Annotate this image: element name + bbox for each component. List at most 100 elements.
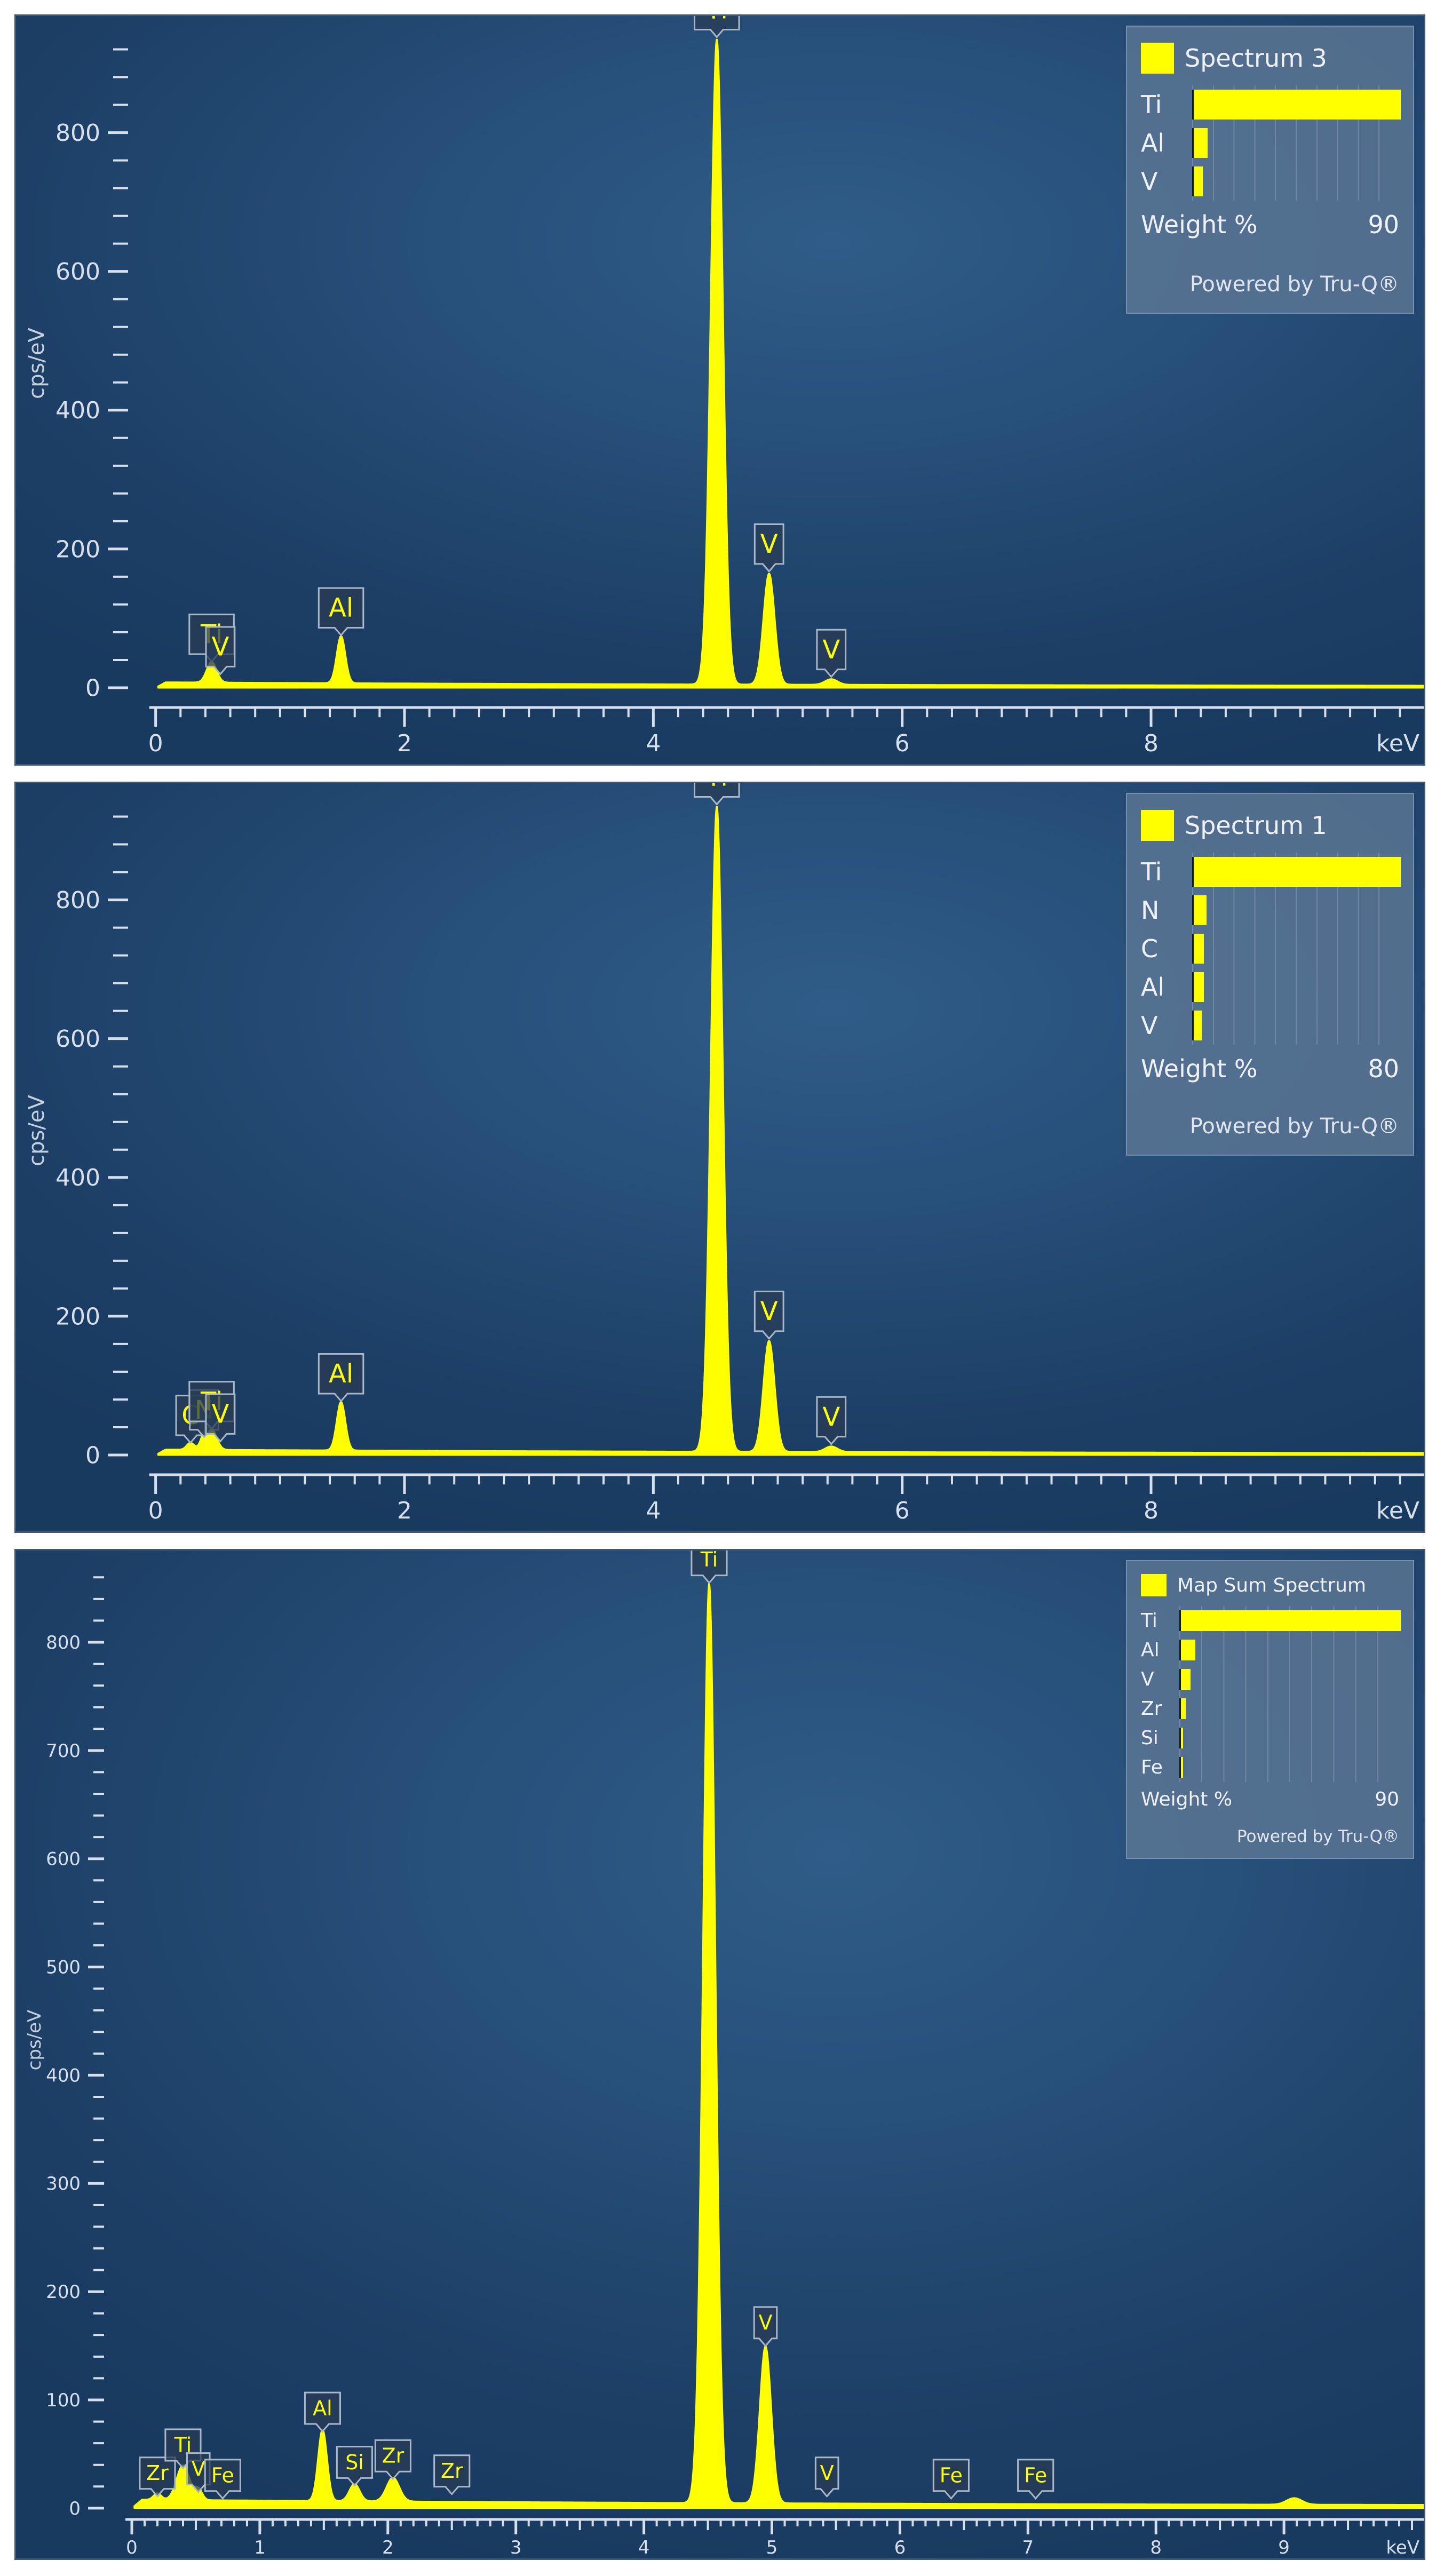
y-tick-label: 600 bbox=[46, 1849, 81, 1870]
y-tick-label: 0 bbox=[85, 1442, 100, 1469]
peak-label-text: Al bbox=[329, 1359, 353, 1389]
legend-powered-by: Powered by Tru-Q® bbox=[1189, 272, 1399, 297]
y-tick-label: 400 bbox=[55, 397, 100, 424]
legend-bar-track bbox=[1179, 1610, 1401, 1631]
x-tick-label: 6 bbox=[895, 1497, 910, 1524]
y-tick-label: 400 bbox=[46, 2065, 81, 2086]
legend-element-label: V bbox=[1141, 167, 1158, 196]
legend-axis-max: 80 bbox=[1368, 1054, 1399, 1083]
y-tick-label: 300 bbox=[46, 2173, 81, 2195]
peak-label[interactable]: Ti bbox=[691, 1551, 728, 1584]
legend-bar bbox=[1194, 857, 1401, 887]
peak-label-box bbox=[204, 2459, 241, 2500]
peak-label[interactable]: Fe bbox=[204, 2459, 241, 2500]
peak-label-box bbox=[433, 2454, 471, 2495]
legend-row: Ti bbox=[1141, 1610, 1401, 1632]
peak-label-box bbox=[753, 2306, 778, 2348]
peak-label[interactable]: Al bbox=[318, 1353, 364, 1403]
peak-label-text: Ti bbox=[705, 783, 728, 792]
legend-bar bbox=[1194, 128, 1208, 158]
legend-bar-track bbox=[1192, 90, 1401, 120]
y-tick-label: 400 bbox=[55, 1164, 100, 1191]
x-tick-label: 2 bbox=[397, 1497, 412, 1524]
legend-bar-track bbox=[1179, 1698, 1401, 1719]
legend-bar bbox=[1194, 166, 1203, 196]
peak-label[interactable]: Si bbox=[336, 2446, 373, 2487]
peak-label-box bbox=[814, 2456, 839, 2498]
legend-bar bbox=[1194, 895, 1207, 925]
y-tick-label: 500 bbox=[46, 1957, 81, 1978]
peak-label[interactable]: Zr bbox=[433, 2454, 471, 2495]
x-tick-label: 8 bbox=[1144, 730, 1159, 757]
x-tick-label: 8 bbox=[1144, 1497, 1159, 1524]
peak-label[interactable]: V bbox=[814, 2456, 839, 2498]
peak-label[interactable]: V bbox=[186, 2452, 211, 2493]
peak-label-text: Zr bbox=[146, 2461, 169, 2485]
x-tick-label: 3 bbox=[510, 2537, 522, 2558]
legend-row: V bbox=[1141, 1011, 1399, 1040]
legend-bar-track bbox=[1192, 934, 1401, 964]
x-tick-label: 1 bbox=[254, 2537, 266, 2558]
legend-row: Al bbox=[1141, 972, 1399, 1002]
x-tick-label: 2 bbox=[397, 730, 412, 757]
peak-label[interactable]: Al bbox=[304, 2391, 342, 2433]
peak-label[interactable]: Zr bbox=[374, 2439, 411, 2480]
legend-title-text: Spectrum 1 bbox=[1185, 811, 1327, 840]
legend-bar bbox=[1194, 90, 1401, 120]
peak-label[interactable]: V bbox=[753, 523, 784, 573]
legend-bar-track bbox=[1192, 972, 1401, 1002]
legend-swatch bbox=[1141, 810, 1174, 841]
peak-label-text: Ti bbox=[700, 1551, 718, 1571]
peak-label-text: Fe bbox=[1024, 2463, 1047, 2487]
y-axis-label: cps/eV bbox=[25, 1095, 49, 1166]
x-tick-label: 5 bbox=[766, 2537, 778, 2558]
map-sum-spectrum-chart: 0 100 200 300 400 500 600 700 800 cps/eV 0 1 2 3 4 5 6 7 8… bbox=[24, 1551, 1424, 2558]
peak-label[interactable]: V bbox=[816, 1396, 847, 1445]
x-tick-label: 4 bbox=[638, 2537, 650, 2558]
peak-label-text: V bbox=[211, 1400, 229, 1429]
peak-label[interactable]: Fe bbox=[932, 2459, 970, 2500]
spectrum-area bbox=[157, 806, 1424, 1456]
peak-label[interactable]: V bbox=[753, 1291, 784, 1340]
legend-title-text: Spectrum 3 bbox=[1185, 44, 1327, 73]
legend-row: Fe bbox=[1141, 1756, 1401, 1778]
legend-axis-label: Weight % bbox=[1141, 1788, 1233, 1810]
peak-label[interactable]: Ti bbox=[694, 783, 740, 806]
peak-label[interactable]: Fe bbox=[1017, 2459, 1054, 2500]
peak-label-box bbox=[205, 1393, 236, 1443]
legend-row: V bbox=[1141, 166, 1399, 196]
legend-row: Ti bbox=[1141, 857, 1401, 887]
y-tick-label: 700 bbox=[46, 1740, 81, 1762]
legend-bar-track bbox=[1192, 166, 1401, 196]
x-tick-label: 4 bbox=[646, 1497, 661, 1524]
legend-element-label: Al bbox=[1141, 129, 1165, 157]
peak-label-box bbox=[318, 587, 364, 637]
legend-grid bbox=[1179, 1606, 1399, 1782]
peak-label[interactable]: Ti bbox=[694, 16, 740, 38]
peak-label-box bbox=[816, 629, 847, 678]
peak-label-text: V bbox=[820, 2461, 834, 2485]
peak-label[interactable]: Al bbox=[318, 587, 364, 637]
peak-label-box bbox=[374, 2439, 411, 2480]
peak-label[interactable]: V bbox=[205, 1393, 236, 1443]
legend-row: Al bbox=[1141, 1639, 1399, 1661]
legend-bar bbox=[1194, 934, 1204, 964]
legend-element-label: V bbox=[1141, 1011, 1158, 1040]
y-tick-label: 200 bbox=[55, 1303, 100, 1330]
peak-label[interactable]: V bbox=[816, 629, 847, 678]
peak-label[interactable]: V bbox=[205, 626, 236, 675]
legend-bar-track bbox=[1179, 1757, 1401, 1778]
legend-bar bbox=[1194, 972, 1204, 1002]
legend-element-label: Zr bbox=[1141, 1698, 1162, 1720]
peak-label-box bbox=[932, 2459, 970, 2500]
legend-powered-by: Powered by Tru-Q® bbox=[1189, 1114, 1399, 1139]
peak-label[interactable]: V bbox=[753, 2306, 778, 2348]
legend-bar bbox=[1181, 1640, 1196, 1660]
x-axis-unit: keV bbox=[1376, 730, 1419, 757]
peak-label-box bbox=[694, 16, 740, 38]
legend-bar bbox=[1194, 1011, 1202, 1040]
x-tick-label: 4 bbox=[646, 730, 661, 757]
peak-label-box bbox=[816, 1396, 847, 1445]
legend-element-label: Al bbox=[1141, 1639, 1160, 1661]
peak-label[interactable]: Zr bbox=[139, 2456, 176, 2498]
